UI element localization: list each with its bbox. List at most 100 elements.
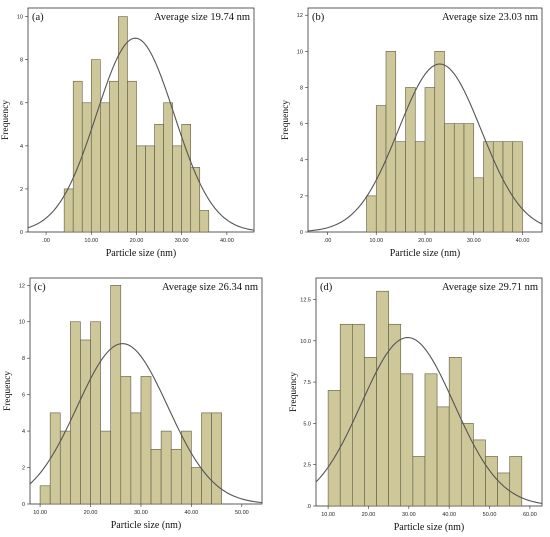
y-tick-label: 10	[297, 49, 303, 55]
y-tick-label: 8	[300, 85, 303, 91]
histogram-bar	[512, 141, 523, 233]
x-tick-label: 20.00	[130, 238, 144, 244]
x-tick-label: 30.00	[175, 238, 189, 244]
histogram-bar	[509, 456, 523, 507]
histogram-bar	[460, 423, 474, 507]
y-tick-label: 5.0	[303, 421, 311, 427]
y-tick-label: 6	[20, 101, 23, 107]
y-tick-label: 10	[19, 320, 25, 326]
histogram-bar	[375, 105, 387, 233]
x-axis-label: Particle size (nm)	[106, 248, 177, 259]
histogram-b: 0 2 4 6 8 10 12 .00 10.00 20.00 30.00 40.00 (b) Avera…	[281, 7, 543, 259]
x-tick-label: 60.00	[523, 512, 537, 518]
y-tick-label: 8	[20, 58, 23, 64]
histogram-bar	[199, 210, 210, 233]
histogram-bar	[190, 167, 201, 233]
histogram-bar	[72, 80, 83, 233]
histogram-bar	[110, 284, 122, 505]
x-tick-label: 10.00	[33, 510, 47, 516]
y-tick-label: 6	[300, 122, 303, 128]
histogram-bar	[160, 430, 172, 505]
normal-curve	[315, 336, 543, 504]
panel-c: 0 2 4 6 8 10 12 10.00 20.00 30.00 40.00 50.00 (c) Ave…	[0, 272, 272, 534]
y-tick-label: 2	[300, 194, 303, 200]
histogram-bar	[201, 412, 212, 505]
histogram-bar	[352, 323, 365, 507]
histogram-bar	[502, 141, 514, 233]
histogram-bar	[70, 321, 81, 505]
average-size-label: Average size 29.71 nm	[442, 282, 538, 293]
x-axis-label: Particle size (nm)	[111, 520, 182, 531]
y-tick-label: 2	[20, 187, 23, 193]
y-tick-label: 0	[20, 230, 23, 236]
histogram-bar	[434, 51, 445, 233]
y-tick-label: 7.5	[303, 380, 311, 386]
y-tick-label: 0	[300, 230, 303, 236]
x-tick-label: 20.00	[418, 238, 432, 244]
y-tick-label: 4	[20, 144, 23, 150]
y-axis-label: Frequency	[1, 100, 11, 140]
histogram-bar	[388, 323, 402, 507]
histogram-bar	[80, 339, 91, 505]
histogram-bar	[473, 177, 484, 233]
histogram-c: 0 2 4 6 8 10 12 10.00 20.00 30.00 40.00 50.00 (c) Ave…	[3, 277, 263, 531]
histogram-bar	[172, 145, 182, 233]
histogram-bar	[339, 323, 353, 507]
x-tick-label: 40.00	[220, 238, 234, 244]
histogram-bar	[412, 456, 426, 507]
histogram-d: .0 2.5 5.0 7.5 10.0 12.5 10.00 20.00 30.00 40.00 5…	[289, 277, 543, 533]
histogram-bar	[448, 357, 462, 507]
histogram-bar	[364, 357, 377, 507]
y-tick-label: 2.5	[303, 463, 311, 469]
y-tick-label: 4	[300, 158, 303, 164]
x-tick-label: 10.00	[369, 238, 383, 244]
histogram-bar	[109, 80, 119, 233]
x-tick-label: .00	[324, 238, 332, 244]
panel-b: 0 2 4 6 8 10 12 .00 10.00 20.00 30.00 40.00 (b) Avera…	[278, 0, 550, 262]
histogram-bar	[211, 412, 222, 505]
panel-label: (c)	[34, 282, 46, 293]
histogram-bar	[436, 406, 450, 507]
histogram-bar	[191, 467, 202, 505]
x-tick-label: 30.00	[467, 238, 481, 244]
y-tick-label: .0	[306, 504, 311, 510]
histogram-bar	[63, 188, 74, 233]
histogram-bar	[100, 430, 111, 505]
histogram-bar	[145, 145, 155, 233]
histogram-bar	[118, 16, 128, 233]
x-axis-label: Particle size (nm)	[390, 248, 461, 259]
x-tick-label: 40.00	[185, 510, 199, 516]
x-tick-label: 10.00	[321, 512, 335, 518]
x-tick-label: 50.00	[235, 510, 249, 516]
histogram-bar	[81, 102, 92, 233]
histogram-bar	[400, 373, 414, 507]
y-tick-label: 10	[17, 15, 23, 21]
histogram-bar	[453, 123, 465, 233]
histogram-bar	[463, 123, 475, 233]
panel-label: (b)	[312, 12, 325, 23]
histogram-bar	[150, 449, 162, 505]
histogram-bar	[170, 449, 182, 505]
y-tick-label: 12.5	[300, 297, 311, 303]
histogram-bar	[181, 430, 192, 505]
panel-d: .0 2.5 5.0 7.5 10.0 12.5 10.00 20.00 30.00 40.00 5…	[278, 272, 550, 534]
histogram-bar	[366, 195, 377, 233]
y-tick-label: 10.0	[300, 339, 311, 345]
x-tick-label: .00	[42, 238, 50, 244]
panel-a: 0 2 4 6 8 10.00 10.00 20.00 30.00 40.00 (a) Average…	[0, 0, 272, 262]
y-tick-label: 2	[22, 466, 25, 472]
normal-curve	[29, 343, 263, 504]
x-axis-label: Particle size (nm)	[394, 522, 465, 533]
x-tick-label: 30.00	[134, 510, 148, 516]
x-tick-label: 10.00	[84, 238, 98, 244]
y-tick-label: 0	[22, 502, 25, 508]
histogram-bar	[473, 439, 486, 507]
histogram-bar	[444, 123, 455, 233]
x-tick-label: 50.00	[483, 512, 497, 518]
histogram-bar	[163, 102, 173, 233]
panel-label: (d)	[320, 282, 333, 293]
y-tick-label: 4	[22, 429, 25, 435]
average-size-label: Average size 23.03 nm	[442, 12, 538, 23]
y-tick-label: 8	[22, 356, 25, 362]
histogram-bar	[140, 376, 152, 505]
